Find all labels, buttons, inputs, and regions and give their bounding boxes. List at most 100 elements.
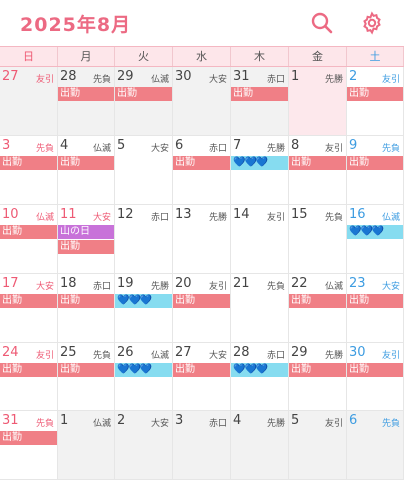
day-cell[interactable]: 11 大安 山の日 出勤: [58, 205, 115, 274]
event-list: 出勤: [0, 363, 57, 378]
day-cell[interactable]: 8 友引 出勤: [289, 136, 347, 205]
rokuyo-label: 友引: [381, 351, 400, 361]
day-cell[interactable]: 4 仏滅 出勤: [58, 136, 115, 205]
event-list: 出勤: [173, 294, 230, 309]
rokuyo-label: 先負: [92, 75, 111, 85]
holiday-event[interactable]: 山の日: [58, 225, 114, 239]
work-shift-event[interactable]: 出勤: [0, 156, 57, 170]
hearts-event[interactable]: 💙💙💙: [231, 363, 288, 377]
hearts-event[interactable]: 💙💙💙: [347, 225, 403, 239]
work-shift-event[interactable]: 出勤: [173, 363, 230, 377]
day-cell[interactable]: 29 先勝出勤: [289, 343, 347, 411]
calendar-grid: 27 友引 28 先負 出勤 29 仏滅 出勤 30 大安 31 赤口 出勤 1 先勝 2 友引 出勤 3 先負 出勤 4…: [0, 67, 404, 480]
day-cell[interactable]: 27 友引: [0, 67, 58, 136]
day-cell[interactable]: 1 先勝: [289, 67, 347, 136]
day-cell[interactable]: 23 大安 出勤: [347, 274, 404, 343]
weekday-label: 火: [115, 47, 173, 66]
day-cell[interactable]: 30 友引出勤: [347, 343, 404, 411]
event-list: 💙💙💙: [115, 363, 172, 378]
day-cell[interactable]: 3 先負出勤: [0, 136, 58, 205]
month-title[interactable]: 2025年8月: [20, 14, 132, 36]
day-cell[interactable]: 24 友引 出勤: [0, 343, 58, 411]
day-cell[interactable]: 18 赤口 出勤: [58, 274, 115, 343]
day-number: 6: [175, 138, 184, 153]
day-cell[interactable]: 21 先負: [231, 274, 289, 343]
rokuyo-label: 友引: [324, 419, 343, 429]
day-cell[interactable]: 1 仏滅: [58, 411, 115, 480]
event-list: 出勤: [58, 294, 114, 309]
day-cell[interactable]: 9 先負 出勤: [347, 136, 404, 205]
day-number: 3: [2, 138, 11, 153]
day-cell[interactable]: 16 仏滅 💙💙💙: [347, 205, 404, 274]
work-shift-event[interactable]: 出勤: [289, 156, 346, 170]
work-shift-event[interactable]: 出勤: [289, 294, 346, 308]
work-shift-event[interactable]: 出勤: [231, 87, 288, 101]
day-number: 30: [349, 345, 366, 360]
day-number: 15: [291, 207, 308, 222]
hearts-event[interactable]: 💙💙💙: [115, 294, 172, 308]
hearts-event[interactable]: 💙💙💙: [231, 156, 288, 170]
day-cell[interactable]: 5 大安: [115, 136, 173, 205]
work-shift-event[interactable]: 出勤: [58, 363, 114, 377]
work-shift-event[interactable]: 出勤: [289, 363, 346, 377]
day-cell[interactable]: 4 先勝: [231, 411, 289, 480]
day-cell[interactable]: 30 大安: [173, 67, 231, 136]
day-cell[interactable]: 26 仏滅 💙💙💙: [115, 343, 173, 411]
day-cell[interactable]: 2 友引 出勤: [347, 67, 404, 136]
day-number: 28: [233, 345, 250, 360]
day-cell[interactable]: 25 先負 出勤: [58, 343, 115, 411]
work-shift-event[interactable]: 出勤: [0, 431, 57, 445]
work-shift-event[interactable]: 出勤: [0, 225, 57, 239]
work-shift-event[interactable]: 出勤: [0, 294, 57, 308]
day-cell[interactable]: 3 赤口: [173, 411, 231, 480]
settings-button[interactable]: [358, 9, 386, 37]
day-cell[interactable]: 12 赤口: [115, 205, 173, 274]
work-shift-event[interactable]: 出勤: [173, 156, 230, 170]
hearts-event[interactable]: 💙💙💙: [115, 363, 172, 377]
day-cell[interactable]: 20 友引 出勤: [173, 274, 231, 343]
day-cell[interactable]: 31 先負 出勤: [0, 411, 58, 480]
rokuyo-label: 先勝: [324, 351, 343, 361]
work-shift-event[interactable]: 出勤: [347, 294, 403, 308]
day-cell[interactable]: 7 先勝 💙💙💙: [231, 136, 289, 205]
day-cell[interactable]: 19 先勝 💙💙💙: [115, 274, 173, 343]
event-list: 出勤: [347, 87, 403, 102]
rokuyo-label: 先負: [381, 144, 400, 154]
event-list: 出勤: [58, 156, 114, 171]
event-list: 💙💙💙: [347, 225, 403, 240]
day-cell[interactable]: 15 先負: [289, 205, 347, 274]
work-shift-event[interactable]: 出勤: [58, 240, 114, 254]
work-shift-event[interactable]: 出勤: [173, 294, 230, 308]
day-number: 20: [175, 276, 192, 291]
work-shift-event[interactable]: 出勤: [347, 156, 403, 170]
work-shift-event[interactable]: 出勤: [58, 294, 114, 308]
day-number: 26: [117, 345, 134, 360]
day-cell[interactable]: 10 仏滅 出勤: [0, 205, 58, 274]
day-cell[interactable]: 28 赤口 💙💙💙: [231, 343, 289, 411]
work-shift-event[interactable]: 出勤: [58, 156, 114, 170]
weekday-label: 土: [347, 47, 404, 66]
day-number: 4: [233, 413, 242, 428]
day-cell[interactable]: 28 先負 出勤: [58, 67, 115, 136]
weekday-label: 日: [0, 47, 58, 66]
day-cell[interactable]: 29 仏滅 出勤: [115, 67, 173, 136]
day-cell[interactable]: 6 赤口 出勤: [173, 136, 231, 205]
work-shift-event[interactable]: 出勤: [58, 87, 114, 101]
day-cell[interactable]: 14 友引: [231, 205, 289, 274]
work-shift-event[interactable]: 出勤: [347, 363, 403, 377]
day-cell[interactable]: 22 仏滅 出勤: [289, 274, 347, 343]
day-cell[interactable]: 5 友引: [289, 411, 347, 480]
work-shift-event[interactable]: 出勤: [115, 87, 172, 101]
day-cell[interactable]: 13 先勝: [173, 205, 231, 274]
work-shift-event[interactable]: 出勤: [0, 363, 57, 377]
day-cell[interactable]: 2 大安: [115, 411, 173, 480]
rokuyo-label: 先負: [35, 144, 54, 154]
search-button[interactable]: [308, 9, 336, 37]
day-cell[interactable]: 31 赤口 出勤: [231, 67, 289, 136]
day-number: 13: [175, 207, 192, 222]
day-cell[interactable]: 27 大安 出勤: [173, 343, 231, 411]
day-cell[interactable]: 17 大安 出勤: [0, 274, 58, 343]
day-cell[interactable]: 6 先負: [347, 411, 404, 480]
work-shift-event[interactable]: 出勤: [347, 87, 403, 101]
day-number: 29: [291, 345, 308, 360]
